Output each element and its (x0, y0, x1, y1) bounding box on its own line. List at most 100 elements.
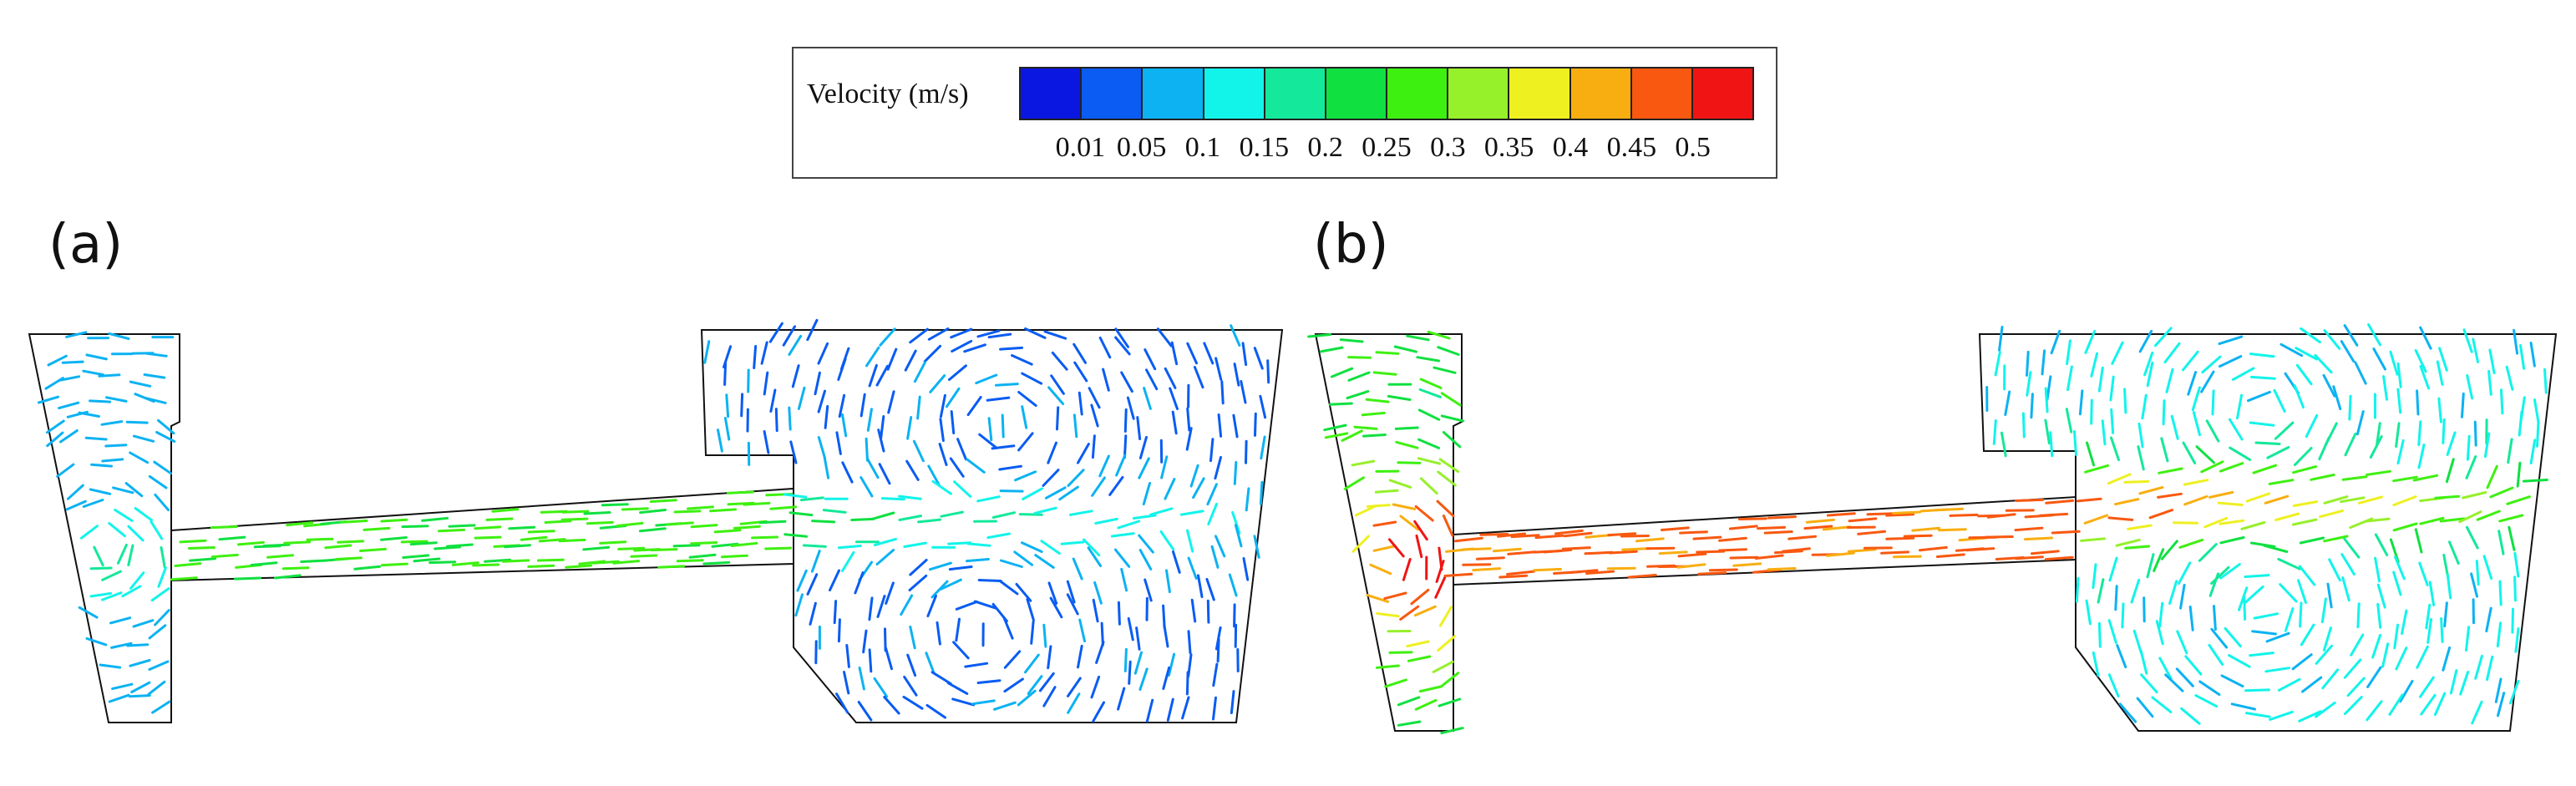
velocity-vector (2419, 365, 2430, 390)
velocity-vector (58, 401, 80, 410)
velocity-vector (1397, 696, 1421, 707)
velocity-vector (1022, 487, 1043, 500)
velocity-vector (2461, 392, 2465, 418)
velocity-vector (822, 509, 847, 514)
velocity-vector (2462, 491, 2487, 499)
tundish-outline (1314, 333, 1463, 732)
velocity-vector (616, 521, 644, 527)
velocity-vector (1132, 514, 1157, 520)
velocity-vector (84, 436, 108, 441)
velocity-vector (1433, 366, 1457, 374)
velocity-vector (886, 347, 898, 371)
velocity-vector (817, 436, 827, 460)
velocity-vector (2236, 393, 2244, 420)
velocity-vector (1241, 342, 1248, 367)
velocity-vector (987, 332, 1012, 339)
velocity-vector (504, 544, 531, 549)
velocity-vector (2516, 461, 2522, 488)
velocity-vector (1170, 341, 1179, 366)
velocity-vector (999, 559, 1023, 568)
velocity-vector (79, 525, 99, 540)
velocity-vector (1138, 549, 1153, 570)
velocity-vector (2183, 494, 2208, 506)
velocity-vector (2084, 464, 2109, 474)
velocity-vector (2486, 655, 2494, 682)
velocity-vector (2116, 644, 2127, 669)
velocity-vector (2111, 341, 2124, 365)
velocity-vector (2148, 509, 2174, 520)
velocity-vector (2465, 455, 2477, 479)
velocity-vector (2146, 553, 2155, 579)
velocity-vector (1067, 692, 1081, 714)
velocity-vector (1024, 327, 1047, 339)
velocity-vector (1138, 435, 1148, 459)
velocity-vector (1164, 478, 1176, 500)
velocity-vector (2414, 528, 2423, 554)
velocity-vector (1410, 588, 1430, 606)
velocity-vector (148, 474, 168, 489)
velocity-vector (1885, 536, 1915, 540)
velocity-vector (2513, 576, 2517, 602)
velocity-vector (991, 444, 1016, 450)
velocity-vector (860, 476, 874, 498)
velocity-vector (2543, 368, 2548, 394)
velocity-vector (1143, 348, 1157, 371)
velocity-vector (1091, 476, 1106, 497)
velocity-vector (1245, 487, 1250, 512)
velocity-vector (1245, 439, 1248, 464)
velocity-vector (687, 505, 714, 510)
velocity-vector (1207, 502, 1218, 525)
velocity-vector (2466, 374, 2474, 400)
velocity-vector (2344, 696, 2363, 716)
velocity-vector (1073, 361, 1088, 383)
velocity-vector (544, 520, 572, 524)
velocity-vector (2114, 585, 2118, 611)
velocity-vector (929, 374, 946, 393)
velocity-vector (862, 629, 868, 654)
velocity-vector (1015, 582, 1032, 602)
velocity-vector (1047, 441, 1057, 464)
velocity-vector (929, 561, 952, 571)
velocity-vector (884, 647, 893, 671)
velocity-vector (1440, 414, 1465, 423)
velocity-vector (1365, 398, 1390, 403)
velocity-vector (940, 578, 962, 591)
velocity-vector (2356, 602, 2360, 629)
velocity-vector (1645, 546, 1676, 550)
velocity-vector (1123, 434, 1128, 459)
velocity-vector (101, 591, 123, 601)
velocity-vector (582, 545, 611, 551)
velocity-vector (2249, 421, 2275, 427)
velocity-vector (2250, 375, 2276, 380)
velocity-vector (78, 606, 99, 619)
velocity-vector (340, 520, 368, 524)
velocity-vector (2084, 330, 2097, 354)
velocity-vector (2249, 652, 2274, 657)
velocity-vector (1038, 672, 1055, 692)
velocity-vector (401, 525, 429, 529)
velocity-vector (2249, 352, 2275, 358)
velocity-vector (1393, 345, 1417, 353)
velocity-vector (2168, 580, 2178, 606)
velocity-vector (58, 375, 81, 382)
velocity-vector (873, 677, 889, 698)
velocity-vector (850, 517, 875, 521)
velocity-vector (1165, 569, 1171, 594)
velocity-vector (1193, 366, 1204, 389)
velocity-vector (902, 695, 924, 710)
velocity-vector (903, 675, 918, 697)
velocity-vector (875, 364, 889, 387)
velocity-vector (2251, 630, 2277, 636)
velocity-vector (89, 566, 113, 570)
velocity-vector (1050, 374, 1065, 395)
velocity-vector (940, 510, 964, 518)
velocity-vector (108, 332, 130, 340)
velocity-vector (2143, 351, 2154, 377)
velocity-vector (1159, 530, 1175, 551)
velocity-vector (1088, 387, 1101, 409)
velocity-vector (986, 532, 1011, 540)
velocity-vector (2217, 501, 2244, 506)
velocity-vector (2160, 540, 2178, 560)
velocity-vector (2198, 680, 2221, 697)
velocity-vector (448, 524, 476, 528)
